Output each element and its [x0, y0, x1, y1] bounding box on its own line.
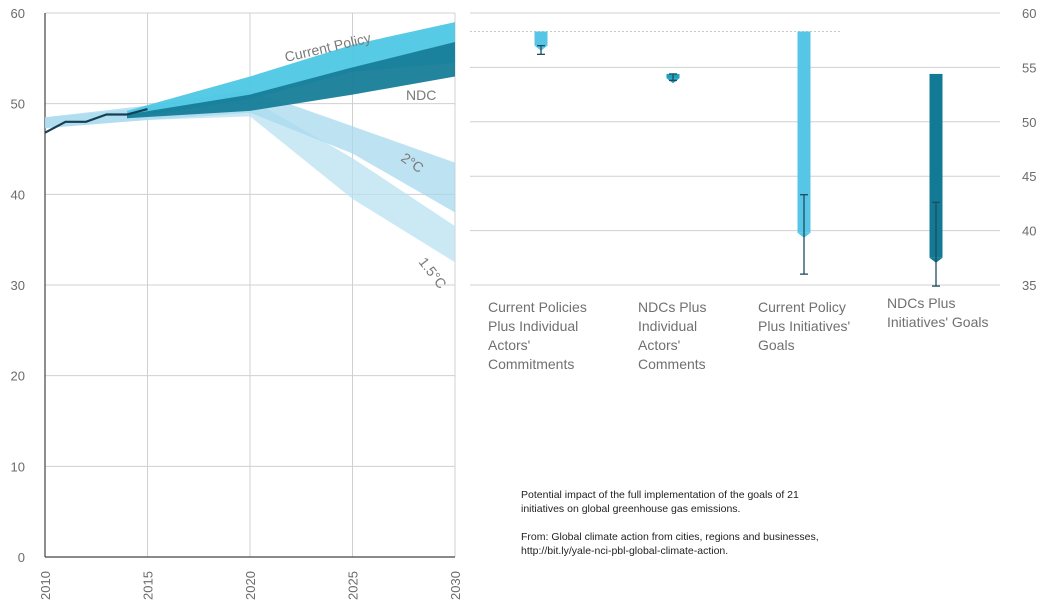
right-category-labels: Current Policies Plus Individual Actors' Co… [488, 295, 989, 372]
band-label-1-5c: 1.5°C [416, 254, 450, 292]
category-label-line: Current Policy [758, 299, 846, 315]
left-y-tick-label: 0 [18, 550, 25, 565]
historical-line [44, 108, 148, 134]
right-y-tick-label: 40 [1022, 224, 1036, 239]
bar-group [797, 31, 811, 275]
right-y-tick-label: 45 [1022, 169, 1036, 184]
right-y-tick-label: 35 [1022, 278, 1036, 293]
figure-caption: Potential impact of the full implementat… [521, 488, 851, 558]
bar-group [666, 73, 680, 84]
band-label-ndc: NDC [406, 87, 436, 103]
category-label-line: Commitments [488, 356, 574, 372]
category-label: NDCs Plus Individual Actors' Comments [638, 299, 706, 372]
right-grid [470, 12, 1000, 286]
caption-line-3: From: Global climate action from cities,… [521, 531, 819, 543]
band-3 [127, 42, 455, 119]
caption-line-4: http://bit.ly/yale-nci-pbl-global-climat… [521, 545, 729, 557]
category-label-line: NDCs Plus [638, 299, 706, 315]
left-x-tick-label: 2015 [141, 571, 156, 600]
category-label-line: Comments [638, 356, 706, 372]
category-label-line: NDCs Plus [887, 295, 955, 311]
category-label-line: Plus Individual [488, 318, 578, 334]
category-label: Current Policy Plus Initiatives' Goals [758, 299, 850, 353]
category-label-line: Goals [758, 337, 795, 353]
bar [534, 31, 548, 46]
bar [797, 31, 811, 233]
right-y-tick-label: 50 [1022, 115, 1036, 130]
category-label-line: Initiatives' Goals [887, 314, 989, 330]
left-x-tick-label: 2025 [346, 571, 361, 600]
left-y-tick-label: 50 [11, 97, 25, 112]
band-1 [45, 90, 455, 213]
bar [929, 73, 943, 258]
left-y-tick-label: 40 [11, 187, 25, 202]
left-bands [45, 22, 455, 263]
right-bars [534, 31, 943, 287]
caption-line-1: Potential impact of the full implementat… [521, 489, 799, 501]
left-x-tick-label: 2010 [38, 571, 53, 600]
left-x-tick-label: 2030 [448, 571, 463, 600]
band-2 [127, 22, 455, 119]
category-label-line: Actors' [488, 337, 530, 353]
bar-group [929, 73, 943, 287]
left-y-tick-label: 10 [11, 459, 25, 474]
right-ticks: 35 40 45 50 55 60 [1022, 6, 1036, 293]
left-y-tick-label: 60 [11, 6, 25, 21]
left-x-tick-label: 2020 [243, 571, 258, 600]
right-y-tick-label: 55 [1022, 60, 1036, 75]
bar-group [534, 31, 548, 55]
category-label-line: Actors' [638, 337, 680, 353]
initiatives-impact-chart: 35 40 45 50 55 60 Current Policies Plus Indivi… [470, 6, 1036, 372]
category-label-line: Individual [638, 318, 697, 334]
category-label: NDCs Plus Initiatives' Goals [887, 295, 989, 330]
category-label: Current Policies Plus Individual Actors' Co… [488, 299, 587, 372]
category-label-line: Plus Initiatives' [758, 318, 850, 334]
category-label-line: Current Policies [488, 299, 587, 315]
right-y-tick-label: 60 [1022, 6, 1036, 21]
left-lines [44, 108, 148, 134]
left-y-tick-label: 30 [11, 278, 25, 293]
left-y-tick-label: 20 [11, 369, 25, 384]
caption-line-2: initiatives on global greenhouse gas emi… [521, 503, 741, 515]
